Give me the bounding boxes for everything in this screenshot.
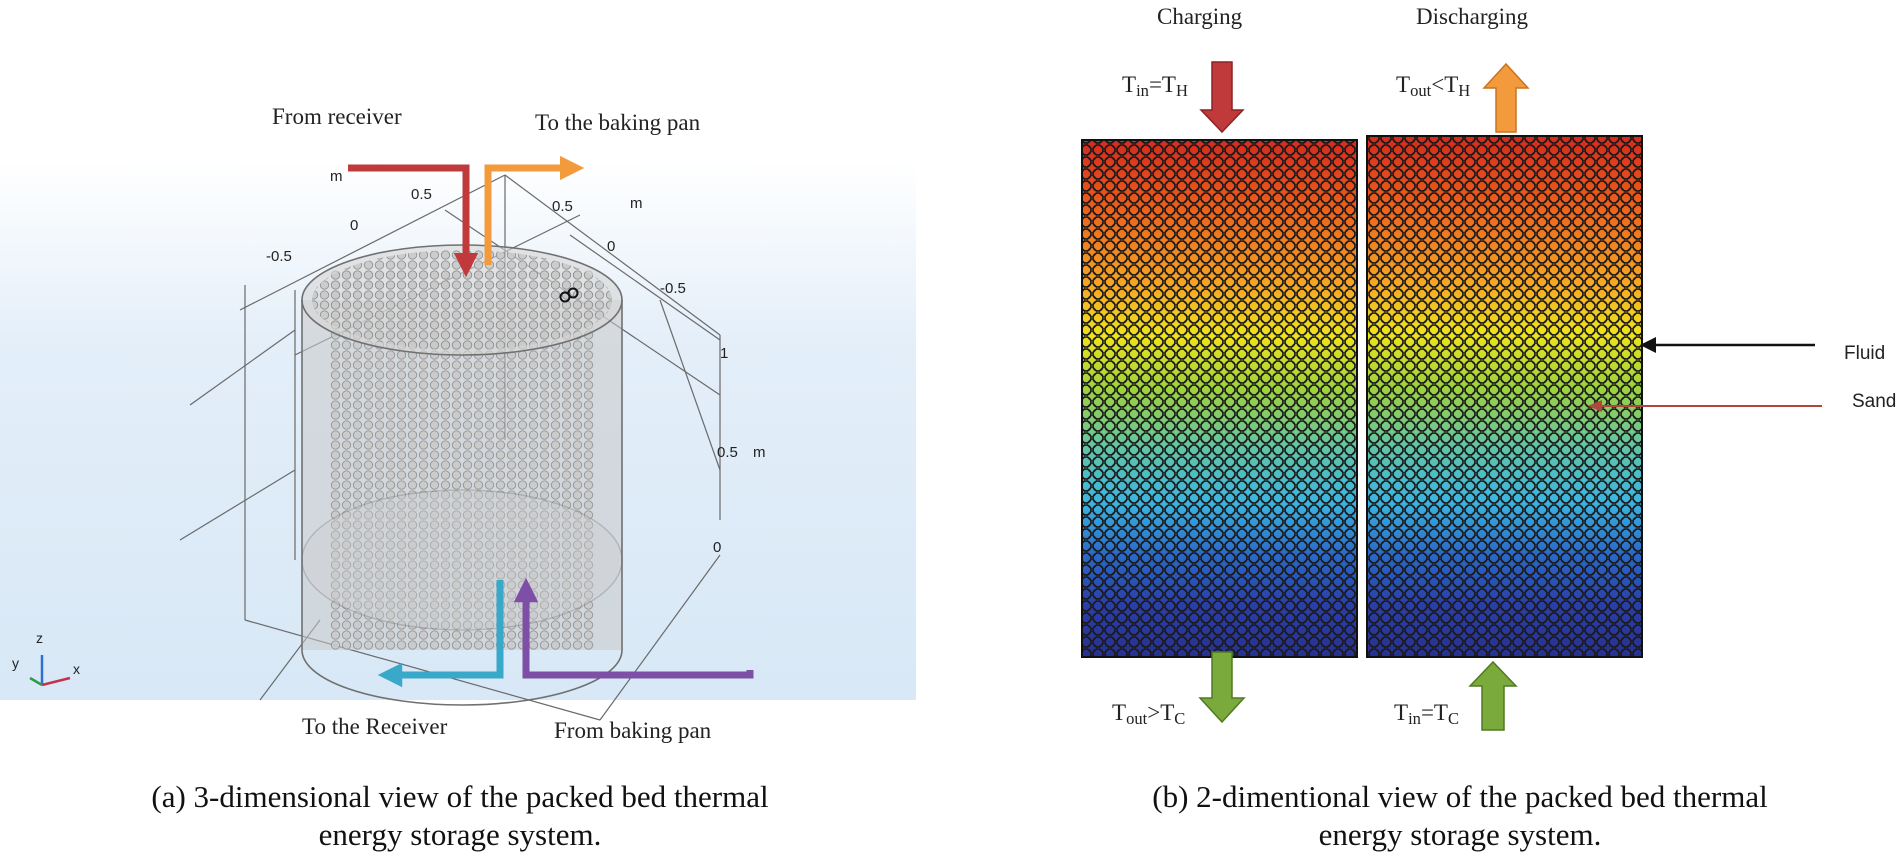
subscript: in bbox=[1136, 81, 1149, 101]
to-baking-pan-label: To the baking pan bbox=[535, 110, 701, 135]
subscript: out bbox=[1126, 709, 1148, 729]
symbol-t: T bbox=[1444, 72, 1459, 97]
triad-z-label: z bbox=[36, 630, 43, 646]
discharging-label: Discharging bbox=[1416, 4, 1529, 29]
subscript: H bbox=[1175, 81, 1188, 101]
fluid-label: Fluid bbox=[1844, 343, 1886, 364]
discharging-outlet-arrow bbox=[1482, 62, 1530, 133]
triad-y-label: y bbox=[12, 655, 19, 671]
axis-tick: -0.5 bbox=[266, 248, 292, 265]
symbol-t: T bbox=[1394, 700, 1409, 725]
from-baking-pan-label: From baking pan bbox=[554, 718, 712, 743]
axis-tick: -0.5 bbox=[660, 280, 686, 297]
triad-x-label: x bbox=[73, 661, 80, 677]
hot-outlet-arrow bbox=[484, 155, 585, 265]
from-receiver-label: From receiver bbox=[272, 104, 402, 129]
t-out-charging-label: Tout>TC bbox=[1112, 700, 1185, 729]
discharging-bed bbox=[1366, 135, 1643, 658]
symbol-t: T bbox=[1160, 700, 1175, 725]
subscript: in bbox=[1408, 709, 1421, 729]
subscript: H bbox=[1458, 81, 1471, 101]
axis-unit-m: m bbox=[330, 168, 343, 185]
caption-b-line2: energy storage system. bbox=[1318, 817, 1602, 852]
axis-tick: 0 bbox=[713, 539, 722, 556]
axis-tick: 1 bbox=[720, 345, 729, 362]
cold-inlet-arrow bbox=[513, 577, 754, 679]
cold-outlet-arrow bbox=[377, 580, 504, 688]
symbol-t: T bbox=[1112, 700, 1127, 725]
relation: = bbox=[1148, 72, 1162, 97]
subscript: out bbox=[1410, 81, 1432, 101]
relation: = bbox=[1420, 700, 1434, 725]
symbol-t: T bbox=[1161, 72, 1176, 97]
caption-a: (a) 3-dimensional view of the packed bed… bbox=[40, 778, 880, 854]
caption-b-line1: (b) 2-dimentional view of the packed bed… bbox=[1152, 779, 1768, 814]
t-in-discharging-label: Tin=TC bbox=[1394, 700, 1459, 729]
axis-tick: 0.5 bbox=[411, 186, 432, 203]
symbol-t: T bbox=[1122, 72, 1137, 97]
hot-inlet-arrow bbox=[348, 164, 479, 278]
charging-outlet-arrow bbox=[1198, 651, 1246, 724]
t-out-discharging-label: Tout<TH bbox=[1396, 72, 1470, 101]
discharging-inlet-arrow bbox=[1468, 660, 1518, 731]
axis-tick: 0 bbox=[350, 217, 359, 234]
relation: > bbox=[1147, 700, 1161, 725]
relation: < bbox=[1431, 72, 1445, 97]
t-in-charging-label: Tin=TH bbox=[1122, 72, 1188, 101]
subscript: C bbox=[1447, 709, 1460, 729]
symbol-t: T bbox=[1396, 72, 1411, 97]
caption-b: (b) 2-dimentional view of the packed bed… bbox=[1040, 778, 1880, 854]
subscript: C bbox=[1174, 709, 1186, 729]
symbol-t: T bbox=[1433, 700, 1448, 725]
sand-label: Sand bbox=[1852, 391, 1897, 412]
axis-unit-m: m bbox=[630, 195, 643, 212]
to-receiver-label: To the Receiver bbox=[302, 714, 448, 739]
axis-tick: 0.5 bbox=[717, 444, 738, 461]
caption-a-line1: (a) 3-dimensional view of the packed bed… bbox=[151, 779, 769, 814]
charging-bed bbox=[1081, 139, 1358, 658]
axis-tick: 0 bbox=[607, 238, 616, 255]
axis-unit-m: m bbox=[753, 444, 766, 461]
charging-label: Charging bbox=[1157, 4, 1243, 29]
fluid-pointer-arrow bbox=[1640, 337, 1815, 353]
sand-pointer-arrow bbox=[1588, 400, 1822, 412]
caption-a-line2: energy storage system. bbox=[318, 817, 602, 852]
axis-tick: 0.5 bbox=[552, 198, 573, 215]
cylinder-tank bbox=[301, 244, 623, 706]
charging-inlet-arrow bbox=[1199, 61, 1245, 134]
axis-triad-icon bbox=[29, 655, 71, 687]
